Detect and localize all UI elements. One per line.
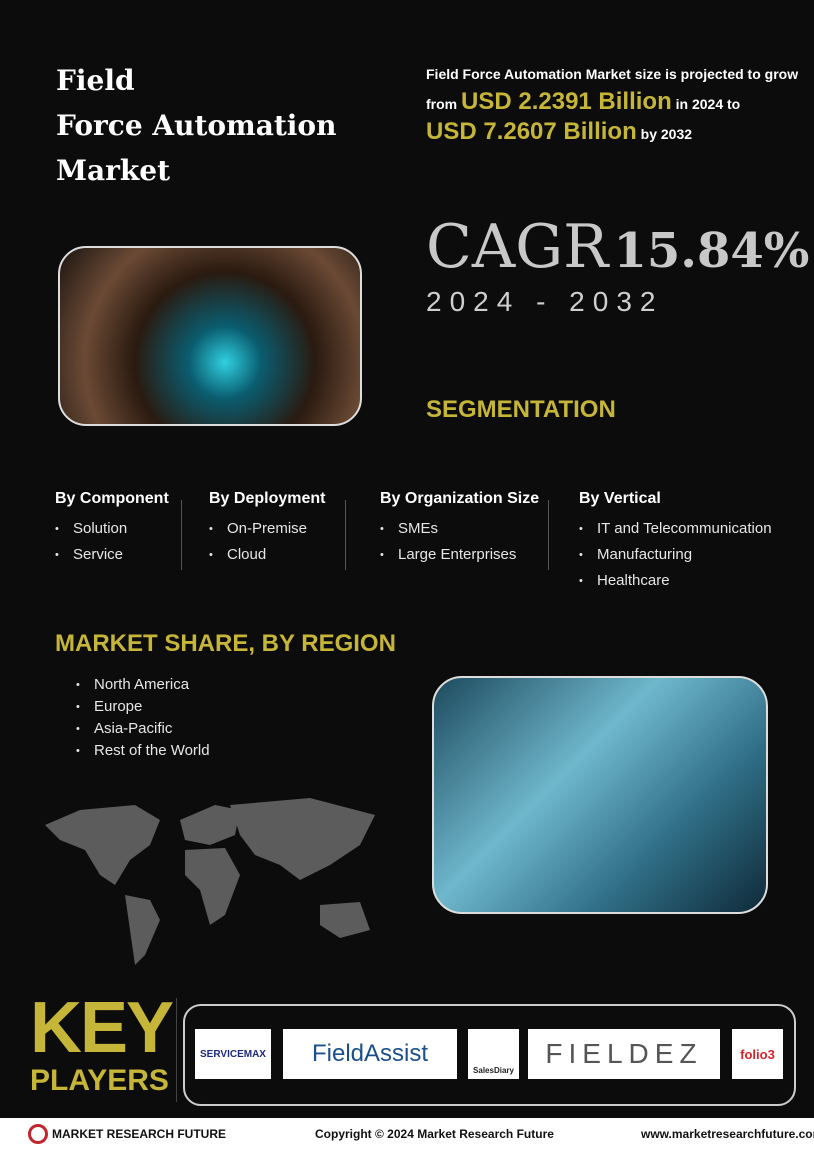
footer: MARKET RESEARCH FUTURE Copyright © 2024 …	[0, 1118, 814, 1150]
salesdiary-logo: SalesDiary	[468, 1029, 519, 1079]
business-gears-image	[432, 676, 768, 914]
fieldez-logo: FIELDEZ	[528, 1029, 720, 1079]
divider	[181, 500, 182, 570]
region-heading: MARKET SHARE, BY REGION	[55, 630, 396, 657]
mrf-logo-icon	[28, 1124, 48, 1144]
servicemax-logo: SERVICEMAX	[195, 1029, 271, 1079]
divider	[548, 500, 549, 570]
cagr: CAGR 15.84%	[426, 212, 810, 282]
segmentation-heading: SEGMENTATION	[426, 396, 616, 423]
segment-deployment: By Deployment On-PremiseCloud	[209, 490, 325, 568]
key-players-panel	[183, 1004, 796, 1106]
divider	[176, 998, 177, 1102]
page-title: Field Force Automation Market	[56, 64, 337, 187]
players-heading: PLAYERS	[30, 1064, 169, 1097]
divider	[345, 500, 346, 570]
website-link[interactable]: www.marketresearchfuture.com	[641, 1127, 814, 1141]
segment-organization-size: By Organization Size SMEsLarge Enterpris…	[380, 490, 539, 568]
hand-tablet-image	[58, 246, 362, 426]
region-list: North AmericaEuropeAsia-PacificRest of t…	[76, 674, 210, 762]
fieldassist-logo: FieldAssist	[283, 1029, 457, 1079]
key-heading: KEY	[30, 988, 174, 1068]
segment-component: By Component SolutionService	[55, 490, 169, 568]
world-map	[45, 798, 375, 965]
market-size-summary: Field Force Automation Market size is pr…	[426, 66, 799, 145]
folio3-logo: folio3	[732, 1029, 783, 1079]
segment-vertical: By Vertical IT and TelecommunicationManu…	[579, 490, 772, 594]
cagr-years: 2024 - 2032	[426, 286, 664, 317]
